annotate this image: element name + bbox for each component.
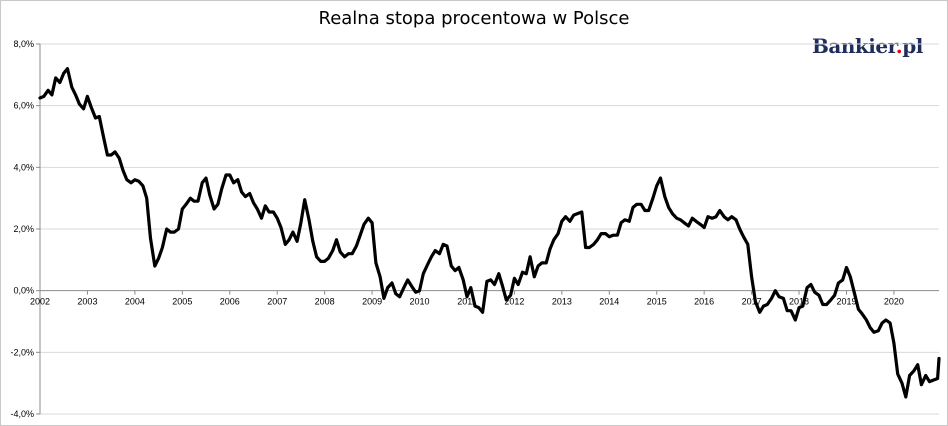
- y-tick-label: -2,0%: [10, 347, 34, 357]
- chart-title: Realna stopa procentowa w Polsce: [318, 8, 630, 29]
- brand-name: Bankier: [812, 34, 896, 58]
- x-tick-label: 2016: [694, 297, 714, 307]
- x-tick-label: 2017: [742, 297, 762, 307]
- brand-logo: Bankier.pl: [812, 34, 923, 58]
- gridlines: [40, 43, 939, 415]
- axes: [36, 43, 939, 415]
- x-tick-label: 2018: [789, 297, 809, 307]
- y-tick-label: 4,0%: [13, 162, 34, 172]
- x-tick-label: 2011: [457, 297, 476, 307]
- x-tick-label: 2010: [410, 297, 430, 307]
- x-tick-label: 2009: [362, 297, 382, 307]
- x-tick-label: 2003: [77, 297, 97, 307]
- y-tick-label: 0,0%: [13, 286, 34, 296]
- x-tick-label: 2014: [599, 297, 619, 307]
- series-line: [38, 67, 941, 399]
- x-tick-label: 2007: [267, 297, 287, 307]
- y-tick-label: 6,0%: [13, 101, 34, 111]
- y-tick-label: -4,0%: [10, 409, 34, 419]
- x-tick-label: 2004: [125, 297, 145, 307]
- x-tick-label: 2002: [30, 297, 50, 307]
- x-tick-label: 2005: [172, 297, 192, 307]
- x-tick-label: 2015: [647, 297, 667, 307]
- series-group: [38, 67, 941, 399]
- x-tick-labels: 2002 2003 2004 2005 2006 2007 2008 2009 2010 2011…: [30, 297, 904, 307]
- brand-dot: .: [895, 34, 903, 58]
- x-tick-label: 2006: [220, 297, 240, 307]
- y-tick-label: 2,0%: [13, 224, 34, 234]
- y-tick-labels: 8,0% 6,0% 4,0% 2,0% 0,0% -2,0% -4,0%: [10, 39, 34, 419]
- y-tick-label: 8,0%: [13, 39, 34, 49]
- brand-tld: pl: [902, 34, 923, 58]
- x-tick-label: 2012: [504, 297, 524, 307]
- x-tick-label: 2008: [315, 297, 335, 307]
- x-tick-label: 2013: [552, 297, 572, 307]
- x-tick-label: 2019: [836, 297, 856, 307]
- x-tick-label: 2020: [884, 297, 904, 307]
